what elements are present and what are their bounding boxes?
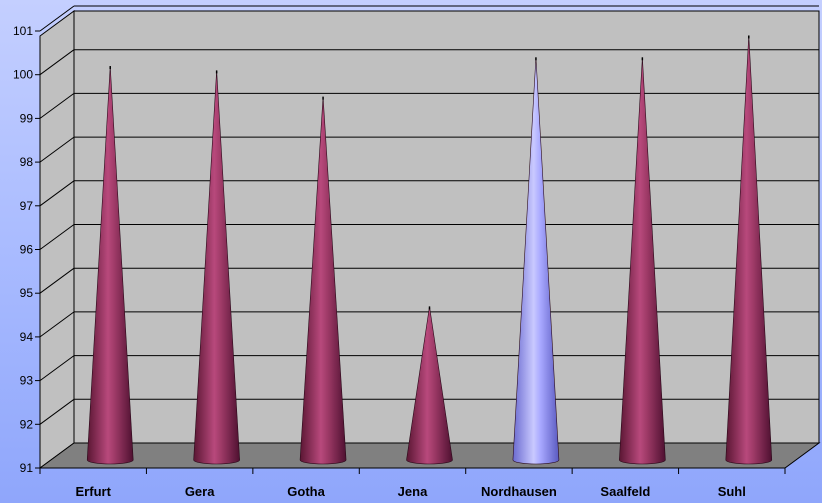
y-tick-label: 101 xyxy=(13,24,33,38)
cone-erfurt xyxy=(86,66,134,465)
gridline-side xyxy=(39,224,75,250)
x-category-label: Gotha xyxy=(287,484,325,499)
x-category-label: Erfurt xyxy=(76,484,112,499)
x-category-label: Nordhausen xyxy=(481,484,557,499)
y-tick-label: 96 xyxy=(20,243,34,257)
cone-body xyxy=(406,306,453,465)
y-tick-label: 100 xyxy=(13,68,33,82)
y-tick-label: 97 xyxy=(20,199,34,213)
y-tick-label: 99 xyxy=(20,111,34,125)
gridline-side xyxy=(39,398,75,425)
gridline-side xyxy=(39,49,75,76)
cone-gotha xyxy=(299,96,347,465)
gridline-side xyxy=(39,180,75,207)
cone-body xyxy=(193,70,240,465)
cone-jena xyxy=(406,306,453,465)
chart-side-wall xyxy=(39,10,75,469)
y-tick-label: 91 xyxy=(20,461,34,475)
cone-saalfeld xyxy=(619,57,666,465)
gridline-side xyxy=(39,267,75,294)
gridline-side xyxy=(39,311,75,338)
chart-back-wall xyxy=(73,10,820,444)
y-tick-label: 92 xyxy=(20,417,34,431)
cone-body xyxy=(86,66,134,465)
cone-gera xyxy=(193,70,240,465)
x-category-label: Jena xyxy=(398,484,428,499)
gridline-side xyxy=(39,136,75,163)
cone-body xyxy=(619,57,666,465)
cone-suhl xyxy=(725,35,773,465)
gridline-side xyxy=(39,355,75,382)
gridline-side xyxy=(39,92,75,119)
chart-marks xyxy=(86,35,773,465)
x-category-label: Suhl xyxy=(718,484,746,499)
y-tick-label: 98 xyxy=(20,155,34,169)
cone-body xyxy=(725,35,773,465)
x-category-label: Gera xyxy=(185,484,215,499)
cone-body xyxy=(299,96,347,465)
cone-body xyxy=(512,57,560,465)
gridline-side xyxy=(39,5,75,32)
y-tick-label: 93 xyxy=(20,374,34,388)
y-tick-label: 95 xyxy=(20,286,34,300)
x-category-label: Saalfeld xyxy=(600,484,650,499)
y-tick-label: 94 xyxy=(20,330,34,344)
chart-labels: 91 92 93 94 95 96 97 98 99 100 101 Erfurt Gera Gotha J… xyxy=(13,24,746,499)
cone-nordhausen xyxy=(512,57,560,465)
